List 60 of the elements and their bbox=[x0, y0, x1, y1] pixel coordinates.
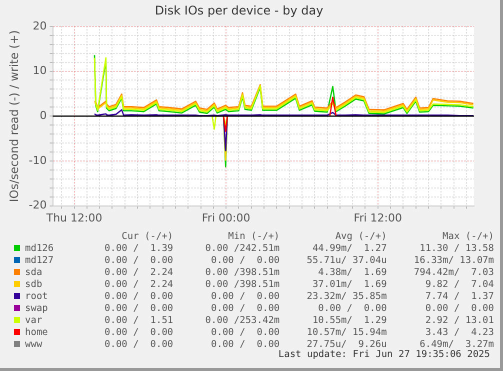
text: 11.30 / 13.58 bbox=[418, 242, 495, 254]
text: 0.00 / 0.00 bbox=[104, 302, 174, 314]
text: Max (-/+) bbox=[442, 230, 495, 242]
text: 6.49m/ 3.27m bbox=[418, 338, 495, 350]
legend-label: www bbox=[24, 338, 44, 350]
text: 7.74 / 1.37 bbox=[424, 290, 495, 302]
text: 0.00 / 0.00 bbox=[104, 290, 174, 302]
legend-label: sdb bbox=[24, 278, 44, 290]
y-tick-label: 20 bbox=[32, 19, 47, 32]
chart-title: Disk IOs per device - by day bbox=[154, 3, 324, 18]
text: 0.00 / 1.39 bbox=[104, 242, 174, 254]
text: 0.00 /242.51m bbox=[204, 242, 281, 254]
y-axis-title: IOs/second read (-) / write (+) bbox=[6, 30, 21, 202]
text: 0.00 / 0.00 bbox=[104, 338, 174, 350]
text: 0.00 / 2.24 bbox=[104, 278, 174, 290]
legend-label: root bbox=[24, 290, 49, 302]
y-tick-label: -10 bbox=[28, 154, 47, 167]
x-tick-label: Fri 12:00 bbox=[354, 211, 402, 224]
x-tick-label: Fri 00:00 bbox=[202, 211, 250, 224]
text: 55.71u/ 37.04u bbox=[306, 254, 388, 266]
text: 23.32m/ 35.85m bbox=[306, 290, 388, 302]
text: 10.57m/ 15.94m bbox=[306, 326, 388, 338]
text: 27.75u/ 9.26u bbox=[306, 338, 388, 350]
text: Last update: Fri Jun 27 19:35:06 2025 bbox=[278, 349, 490, 360]
text: 0.00 / 0.00 bbox=[210, 302, 281, 314]
text: 2.92 / 13.01 bbox=[424, 314, 495, 326]
text: 44.99m/ 1.27 bbox=[311, 242, 388, 254]
text: 794.42m/ 7.03 bbox=[412, 266, 495, 278]
text: 0.00 / 0.00 bbox=[424, 302, 495, 314]
text: 0.00 / 0.00 bbox=[104, 326, 174, 338]
text: 0.00 /253.42m bbox=[204, 314, 281, 326]
text: 3.43 / 4.23 bbox=[424, 326, 495, 338]
text: 37.01m/ 1.69 bbox=[311, 278, 388, 290]
text: 0.00 /398.51m bbox=[204, 266, 281, 278]
legend-label: swap bbox=[24, 302, 49, 314]
text: 0.00 / 0.00 bbox=[210, 290, 281, 302]
text: 0.00 / 0.00 bbox=[317, 302, 388, 314]
text: 10.55m/ 1.29 bbox=[311, 314, 388, 326]
y-tick-label: -20 bbox=[28, 198, 47, 212]
text: Avg (-/+) bbox=[334, 230, 388, 242]
text: 4.38m/ 1.69 bbox=[317, 266, 388, 278]
text: 0.00 / 0.00 bbox=[210, 326, 281, 338]
text: Min (-/+) bbox=[227, 230, 281, 242]
text: Cur (-/+) bbox=[120, 230, 174, 242]
text: 0.00 / 0.00 bbox=[210, 254, 281, 266]
text: 0.00 / 0.00 bbox=[104, 254, 174, 266]
text: 9.82 / 7.04 bbox=[424, 278, 495, 290]
text: 0.00 / 0.00 bbox=[210, 338, 281, 350]
text: 0.00 / 2.24 bbox=[104, 266, 174, 278]
legend-label: home bbox=[24, 326, 49, 338]
y-tick-label: 0 bbox=[40, 108, 47, 122]
text: 0.00 / 1.51 bbox=[104, 314, 174, 326]
legend-label: var bbox=[24, 314, 44, 326]
x-tick-label: Thu 12:00 bbox=[45, 211, 102, 224]
y-tick-label: 10 bbox=[32, 64, 47, 78]
text: 16.33m/ 13.07m bbox=[412, 254, 495, 266]
legend-label: sda bbox=[24, 266, 44, 278]
text: 0.00 /398.51m bbox=[204, 278, 281, 290]
legend-label: md126 bbox=[24, 242, 55, 254]
legend-label: md127 bbox=[24, 254, 55, 266]
